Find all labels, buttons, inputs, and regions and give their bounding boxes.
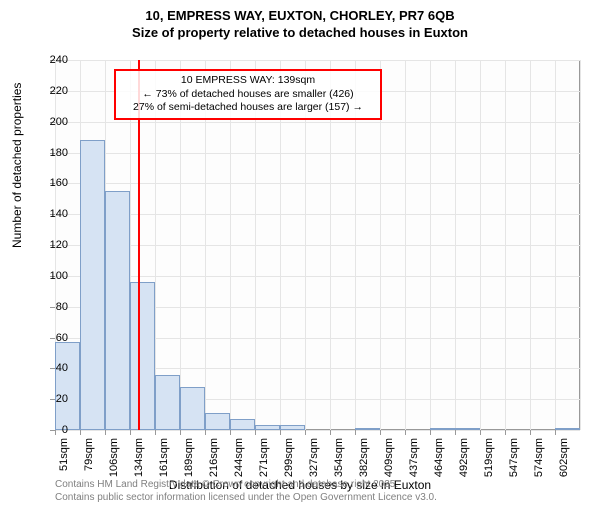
x-tick-mark xyxy=(180,430,181,435)
y-axis-label: Number of detached properties xyxy=(10,83,24,248)
x-tick-label: 299sqm xyxy=(283,438,295,488)
gridline-v xyxy=(555,60,556,430)
x-tick-label: 51sqm xyxy=(58,438,70,488)
footer-line2: Contains public sector information licen… xyxy=(55,491,437,504)
gridline-h xyxy=(55,122,580,123)
x-tick-label: 244sqm xyxy=(233,438,245,488)
x-tick-label: 519sqm xyxy=(483,438,495,488)
histogram-bar xyxy=(230,419,255,430)
gridline-v xyxy=(430,60,431,430)
x-tick-label: 574sqm xyxy=(533,438,545,488)
annotation-box: 10 EMPRESS WAY: 139sqm← 73% of detached … xyxy=(114,69,382,120)
x-tick-label: 216sqm xyxy=(208,438,220,488)
gridline-h xyxy=(55,214,580,215)
y-tick-label: 160 xyxy=(38,177,68,189)
histogram-bar xyxy=(455,428,480,430)
x-tick-mark xyxy=(230,430,231,435)
x-tick-mark xyxy=(330,430,331,435)
gridline-h xyxy=(55,183,580,184)
histogram-bar xyxy=(280,425,305,430)
x-tick-mark xyxy=(380,430,381,435)
histogram-bar xyxy=(155,375,180,431)
x-tick-label: 602sqm xyxy=(558,438,570,488)
y-tick-label: 120 xyxy=(38,239,68,251)
x-tick-mark xyxy=(430,430,431,435)
gridline-h xyxy=(55,153,580,154)
x-tick-mark xyxy=(205,430,206,435)
x-tick-label: 161sqm xyxy=(158,438,170,488)
histogram-bar xyxy=(130,282,155,430)
gridline-h xyxy=(55,60,580,61)
x-tick-mark xyxy=(255,430,256,435)
x-tick-mark xyxy=(80,430,81,435)
histogram-bar xyxy=(555,428,580,430)
x-tick-mark xyxy=(305,430,306,435)
histogram-bar xyxy=(255,425,280,430)
y-tick-label: 220 xyxy=(38,85,68,97)
histogram-bar xyxy=(80,140,105,430)
title-line1: 10, EMPRESS WAY, EUXTON, CHORLEY, PR7 6Q… xyxy=(0,8,600,25)
gridline-v xyxy=(480,60,481,430)
y-tick-label: 200 xyxy=(38,116,68,128)
x-tick-mark xyxy=(505,430,506,435)
x-tick-label: 464sqm xyxy=(433,438,445,488)
gridline-v xyxy=(455,60,456,430)
gridline-v xyxy=(530,60,531,430)
title-line2: Size of property relative to detached ho… xyxy=(0,25,600,42)
y-tick-label: 80 xyxy=(38,301,68,313)
annotation-line3: 27% of semi-detached houses are larger (… xyxy=(122,101,374,115)
x-tick-label: 547sqm xyxy=(508,438,520,488)
y-tick-label: 180 xyxy=(38,147,68,159)
plot-area: 10 EMPRESS WAY: 139sqm← 73% of detached … xyxy=(55,60,580,430)
x-tick-label: 271sqm xyxy=(258,438,270,488)
x-tick-mark xyxy=(480,430,481,435)
gridline-h xyxy=(55,430,580,431)
histogram-bar xyxy=(105,191,130,430)
gridline-v xyxy=(505,60,506,430)
histogram-chart: 10 EMPRESS WAY: 139sqm← 73% of detached … xyxy=(55,60,580,430)
annotation-line2: ← 73% of detached houses are smaller (42… xyxy=(122,88,374,102)
y-tick-label: 240 xyxy=(38,54,68,66)
x-tick-mark xyxy=(355,430,356,435)
y-tick-label: 100 xyxy=(38,270,68,282)
histogram-bar xyxy=(430,428,455,430)
x-tick-mark xyxy=(555,430,556,435)
x-tick-mark xyxy=(405,430,406,435)
y-tick-label: 0 xyxy=(38,424,68,436)
y-tick-label: 40 xyxy=(38,362,68,374)
gridline-v xyxy=(405,60,406,430)
x-tick-label: 382sqm xyxy=(358,438,370,488)
x-tick-label: 492sqm xyxy=(458,438,470,488)
y-tick-label: 20 xyxy=(38,393,68,405)
x-tick-mark xyxy=(105,430,106,435)
x-tick-label: 437sqm xyxy=(408,438,420,488)
x-tick-mark xyxy=(130,430,131,435)
histogram-bar xyxy=(355,428,380,430)
y-tick-label: 60 xyxy=(38,332,68,344)
x-tick-mark xyxy=(155,430,156,435)
histogram-bar xyxy=(180,387,205,430)
y-tick-label: 140 xyxy=(38,208,68,220)
x-tick-mark xyxy=(455,430,456,435)
x-tick-mark xyxy=(280,430,281,435)
x-tick-label: 79sqm xyxy=(83,438,95,488)
x-tick-label: 134sqm xyxy=(133,438,145,488)
gridline-v xyxy=(580,60,581,430)
x-tick-label: 409sqm xyxy=(383,438,395,488)
x-tick-mark xyxy=(530,430,531,435)
histogram-bar xyxy=(205,413,230,430)
gridline-h xyxy=(55,245,580,246)
x-tick-label: 106sqm xyxy=(108,438,120,488)
histogram-bar xyxy=(55,342,80,430)
x-tick-label: 189sqm xyxy=(183,438,195,488)
x-tick-label: 327sqm xyxy=(308,438,320,488)
x-tick-label: 354sqm xyxy=(333,438,345,488)
annotation-line1: 10 EMPRESS WAY: 139sqm xyxy=(122,74,374,88)
gridline-h xyxy=(55,276,580,277)
